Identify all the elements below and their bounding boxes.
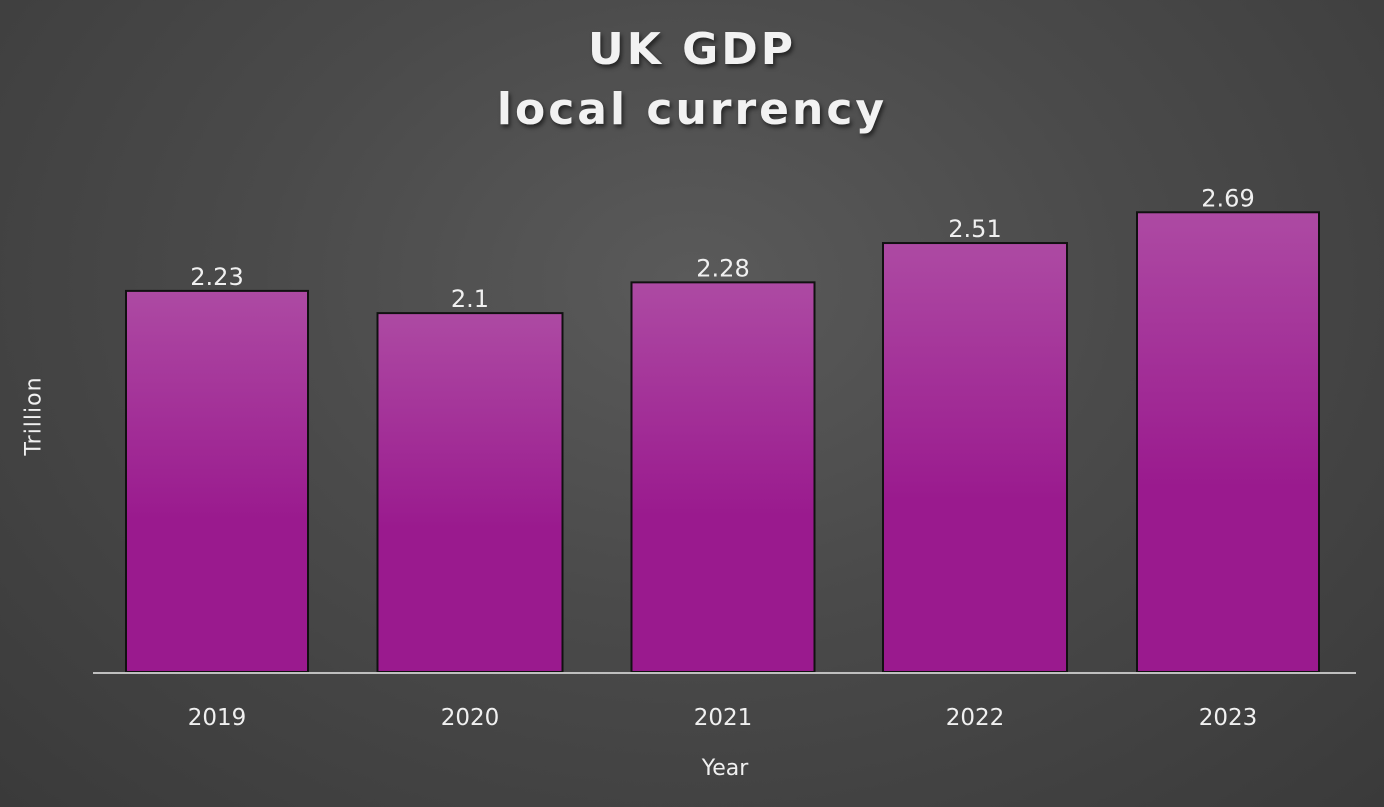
x-tick-label-2020: 2020	[441, 705, 500, 731]
x-tick-labels: 2019 2020 2021 2022 2023	[188, 705, 1258, 731]
data-label-2022: 2.51	[948, 215, 1001, 243]
bar-2019	[125, 289, 309, 673]
data-label-2019: 2.23	[190, 263, 243, 291]
data-labels: 2.23 2.1 2.28 2.51 2.69	[190, 184, 1254, 313]
x-axis-label: Year	[701, 756, 749, 781]
data-label-2020: 2.1	[451, 285, 489, 313]
bar-2023	[1136, 211, 1320, 674]
x-tick-label-2021: 2021	[694, 705, 753, 731]
data-label-2021: 2.28	[696, 254, 749, 282]
chart-title-line-1: UK GDP	[587, 24, 797, 75]
bar-2022	[882, 242, 1068, 674]
x-tick-label-2022: 2022	[946, 705, 1005, 731]
x-tick-label-2023: 2023	[1199, 705, 1258, 731]
x-tick-label-2019: 2019	[188, 705, 247, 731]
bar-2021	[630, 281, 816, 673]
bar-2020	[376, 312, 564, 673]
chart-title-line-2: local currency	[496, 84, 888, 135]
data-label-2023: 2.69	[1201, 184, 1254, 212]
bars	[125, 211, 1320, 674]
